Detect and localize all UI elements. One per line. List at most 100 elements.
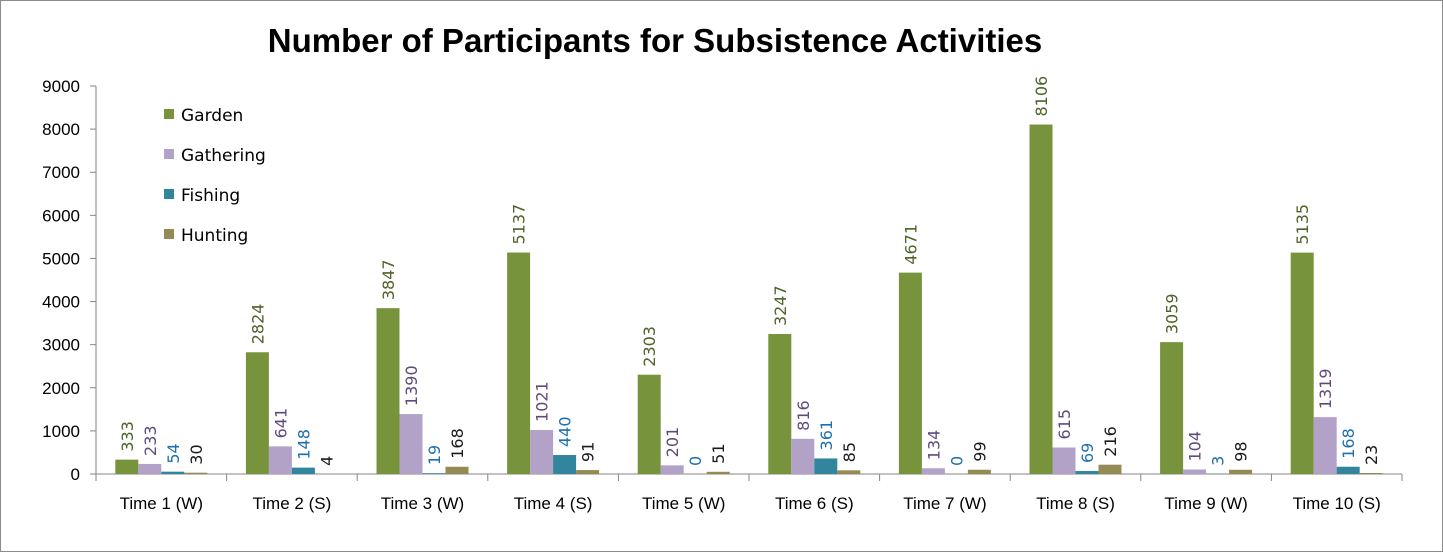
- y-tick-label: 1000: [42, 422, 80, 441]
- legend-swatch: [164, 149, 174, 159]
- data-label: 23: [1362, 445, 1381, 465]
- bar-gathering: [660, 465, 684, 474]
- bar-hunting: [1098, 464, 1122, 474]
- bar-fishing: [553, 455, 577, 474]
- x-tick-label: Time 3 (W): [381, 494, 464, 513]
- data-label: 440: [556, 416, 575, 447]
- bar-gathering: [1052, 447, 1076, 474]
- data-label: 98: [1232, 441, 1251, 461]
- x-tick-label: Time 8 (S): [1036, 494, 1115, 513]
- data-label: 1021: [533, 381, 552, 422]
- legend-swatch: [164, 229, 174, 239]
- y-tick-label: 8000: [42, 120, 80, 139]
- bar-garden: [245, 352, 269, 474]
- bar-gathering: [268, 446, 292, 474]
- bar-hunting: [576, 470, 600, 474]
- data-label: 3847: [379, 259, 398, 300]
- legend-swatch: [164, 109, 174, 119]
- bar-fishing: [422, 473, 446, 474]
- bar-hunting: [706, 471, 730, 474]
- data-label: 91: [579, 442, 598, 462]
- data-label: 8106: [1032, 76, 1051, 117]
- bar-hunting: [1229, 469, 1253, 474]
- legend-label: Fishing: [181, 186, 240, 206]
- bar-garden: [898, 272, 922, 474]
- data-label: 361: [817, 420, 836, 451]
- x-tick-label: Time 5 (W): [642, 494, 725, 513]
- bar-gathering: [921, 468, 945, 474]
- x-tick-label: Time 6 (S): [775, 494, 854, 513]
- data-label: 4: [317, 456, 336, 466]
- y-tick-label: 6000: [42, 206, 80, 225]
- y-tick-label: 3000: [42, 336, 80, 355]
- bar-hunting: [1359, 473, 1383, 474]
- data-label: 1319: [1316, 368, 1335, 409]
- y-tick-label: 5000: [42, 249, 80, 268]
- y-tick-label: 0: [71, 465, 80, 484]
- bar-hunting: [445, 466, 469, 474]
- bar-gathering: [399, 414, 423, 474]
- data-label: 85: [840, 442, 859, 462]
- bar-fishing: [161, 471, 185, 474]
- data-label: 148: [294, 429, 313, 460]
- bar-garden: [376, 308, 400, 474]
- data-label: 5137: [510, 204, 529, 245]
- bar-gathering: [1313, 417, 1337, 474]
- bar-garden: [768, 334, 792, 474]
- legend-swatch: [164, 189, 174, 199]
- bar-hunting: [837, 470, 861, 474]
- x-tick-label: Time 10 (S): [1293, 494, 1381, 513]
- data-label: 134: [924, 430, 943, 461]
- data-label: 1390: [402, 365, 421, 406]
- data-label: 168: [448, 428, 467, 459]
- data-label: 30: [187, 444, 206, 464]
- data-label: 816: [794, 400, 813, 431]
- bar-garden: [1290, 252, 1314, 474]
- x-tick-label: Time 4 (S): [514, 494, 593, 513]
- bar-fishing: [814, 458, 838, 474]
- legend-label: Gathering: [181, 146, 266, 166]
- data-label: 104: [1186, 431, 1205, 462]
- bar-gathering: [530, 429, 554, 474]
- data-label: 5135: [1293, 204, 1312, 245]
- bar-fishing: [1336, 466, 1360, 474]
- bar-hunting: [184, 472, 208, 474]
- data-label: 0: [686, 456, 705, 466]
- bar-garden: [637, 374, 661, 474]
- bar-fishing: [291, 467, 315, 474]
- bar-garden: [1029, 124, 1053, 475]
- data-label: 51: [709, 443, 728, 463]
- x-tick-label: Time 2 (S): [253, 494, 332, 513]
- data-label: 99: [970, 441, 989, 461]
- data-label: 168: [1339, 428, 1358, 459]
- data-label: 54: [164, 443, 183, 463]
- data-label: 4671: [901, 224, 920, 265]
- bar-garden: [507, 252, 531, 474]
- bar-gathering: [138, 463, 162, 474]
- data-label: 3059: [1163, 293, 1182, 334]
- bar-hunting: [967, 469, 991, 474]
- data-label: 641: [271, 408, 290, 439]
- y-tick-label: 9000: [42, 77, 80, 96]
- data-label: 615: [1055, 409, 1074, 440]
- chart-title: Number of Participants for Subsistence A…: [267, 22, 1043, 59]
- y-tick-label: 7000: [42, 163, 80, 182]
- bar-garden: [115, 459, 139, 474]
- bar-garden: [1160, 342, 1184, 474]
- data-label: 233: [141, 425, 160, 456]
- data-label: 2303: [640, 326, 659, 367]
- data-label: 216: [1101, 426, 1120, 457]
- bar-gathering: [791, 438, 815, 474]
- legend-label: Garden: [181, 106, 243, 126]
- bar-gathering: [1183, 469, 1207, 474]
- data-label: 69: [1078, 443, 1097, 463]
- data-label: 201: [663, 427, 682, 458]
- y-tick-label: 4000: [42, 293, 80, 312]
- x-tick-label: Time 9 (W): [1164, 494, 1247, 513]
- data-label: 2824: [248, 304, 267, 345]
- data-label: 3: [1209, 456, 1228, 466]
- data-label: 333: [118, 421, 137, 452]
- y-tick-label: 2000: [42, 379, 80, 398]
- data-label: 3247: [771, 285, 790, 326]
